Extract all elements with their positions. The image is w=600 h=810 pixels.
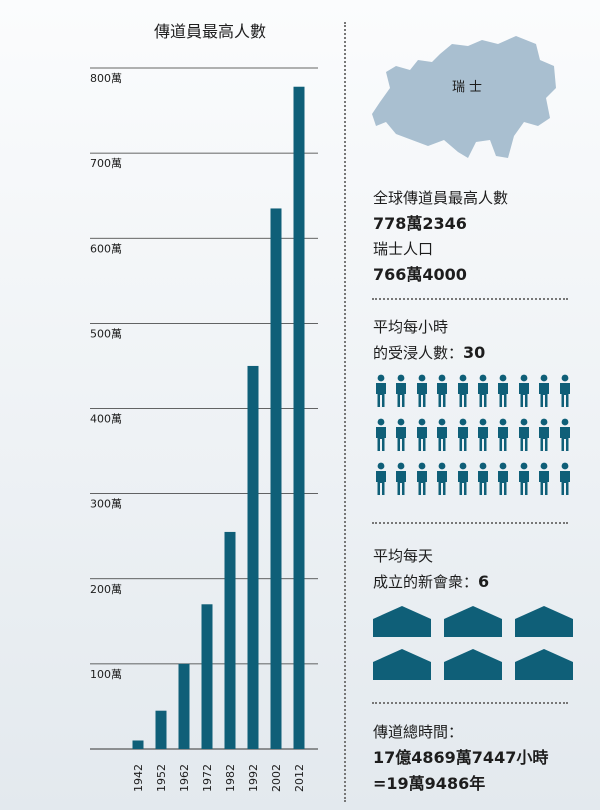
y-tick-label: 200萬 — [90, 583, 122, 596]
person-icon — [496, 418, 510, 456]
stat-swiss-population-label: 瑞士人口 — [373, 240, 434, 258]
x-axis-tick-labels: 1942 1952 1962 1972 1982 1992 2002 2012 — [132, 764, 306, 792]
baptism-label-line1: 平均每小時 — [373, 318, 449, 336]
total-years-value: =19萬9486年 — [373, 774, 486, 793]
person-icon — [456, 374, 470, 412]
congregation-label-line1: 平均每天 — [373, 547, 434, 565]
person-icon — [415, 462, 429, 500]
person-icon — [394, 374, 408, 412]
congregation-value: 6 — [478, 572, 490, 591]
person-icon — [415, 374, 429, 412]
bar — [270, 208, 282, 750]
baptism-value: 30 — [463, 343, 486, 362]
stat-global-publishers-value: 778萬2346 — [373, 214, 467, 233]
person-icon — [537, 418, 551, 456]
congregation-icon — [373, 649, 431, 684]
y-tick-label: 600萬 — [90, 242, 122, 255]
person-icon — [496, 462, 510, 500]
stat-global-publishers-label: 全球傳道員最高人數 — [373, 189, 509, 207]
person-icon — [558, 418, 572, 456]
person-icon — [456, 418, 470, 456]
x-tick-label: 1952 — [155, 764, 168, 792]
y-tick-label: 700萬 — [90, 157, 122, 170]
bar-chart: 傳道員最高人數 100萬 200萬 300萬 400萬 500萬 600萬 700萬 800萬… — [90, 22, 318, 792]
bar — [247, 365, 259, 749]
person-icon — [558, 462, 572, 500]
bar — [132, 740, 144, 749]
person-icon — [517, 418, 531, 456]
person-icon — [435, 418, 449, 456]
person-icon — [537, 462, 551, 500]
congregation-icon — [515, 649, 573, 684]
person-icon — [456, 462, 470, 500]
bar — [293, 86, 305, 750]
person-icon — [435, 374, 449, 412]
congregation-label-line2: 成立的新會衆： — [373, 573, 479, 591]
vertical-divider — [344, 22, 346, 802]
congregation-icon — [444, 606, 502, 641]
x-tick-label: 1992 — [247, 764, 260, 792]
x-tick-label: 1972 — [201, 764, 214, 792]
bar — [201, 604, 213, 749]
person-icon — [537, 374, 551, 412]
y-tick-label: 100萬 — [90, 668, 122, 681]
switzerland-map — [372, 36, 556, 158]
chart-title: 傳道員最高人數 — [154, 22, 266, 41]
person-icon — [394, 418, 408, 456]
divider-2 — [372, 522, 568, 524]
x-tick-label: 2002 — [270, 764, 283, 792]
x-tick-label: 1942 — [132, 764, 145, 792]
switzerland-map-shape — [372, 36, 556, 158]
y-axis-tick-labels: 100萬 200萬 300萬 400萬 500萬 600萬 700萬 800萬 — [90, 72, 122, 681]
bars — [132, 86, 305, 750]
divider-1 — [372, 298, 568, 300]
bar — [155, 710, 167, 749]
congregation-icon — [515, 606, 573, 641]
bar — [178, 663, 190, 749]
person-icon — [517, 462, 531, 500]
person-icon — [374, 418, 388, 456]
person-icon — [476, 418, 490, 456]
y-tick-label: 800萬 — [90, 72, 122, 85]
person-icon — [394, 462, 408, 500]
stat-swiss-population-value: 766萬4000 — [373, 265, 467, 284]
person-icon — [415, 418, 429, 456]
x-tick-label: 2012 — [293, 764, 306, 792]
person-icon — [374, 374, 388, 412]
bar — [224, 531, 236, 749]
x-tick-label: 1982 — [224, 764, 237, 792]
person-icon — [374, 462, 388, 500]
y-tick-label: 300萬 — [90, 498, 122, 511]
total-hours-value: 17億4869萬7447小時 — [373, 748, 549, 767]
x-tick-label: 1962 — [178, 764, 191, 792]
person-icon — [558, 374, 572, 412]
congregation-icon — [373, 606, 431, 641]
y-tick-label: 400萬 — [90, 413, 122, 426]
person-icon — [476, 462, 490, 500]
person-icon — [496, 374, 510, 412]
y-tick-label: 500萬 — [90, 327, 122, 340]
person-icon — [435, 462, 449, 500]
divider-3 — [372, 702, 568, 704]
congregation-icon — [444, 649, 502, 684]
baptism-label-line2: 的受浸人數： — [373, 344, 464, 362]
person-icon — [517, 374, 531, 412]
person-icon — [476, 374, 490, 412]
total-hours-label: 傳道總時間： — [373, 723, 464, 741]
map-label: 瑞士 — [452, 80, 487, 95]
gridlines — [90, 67, 318, 750]
